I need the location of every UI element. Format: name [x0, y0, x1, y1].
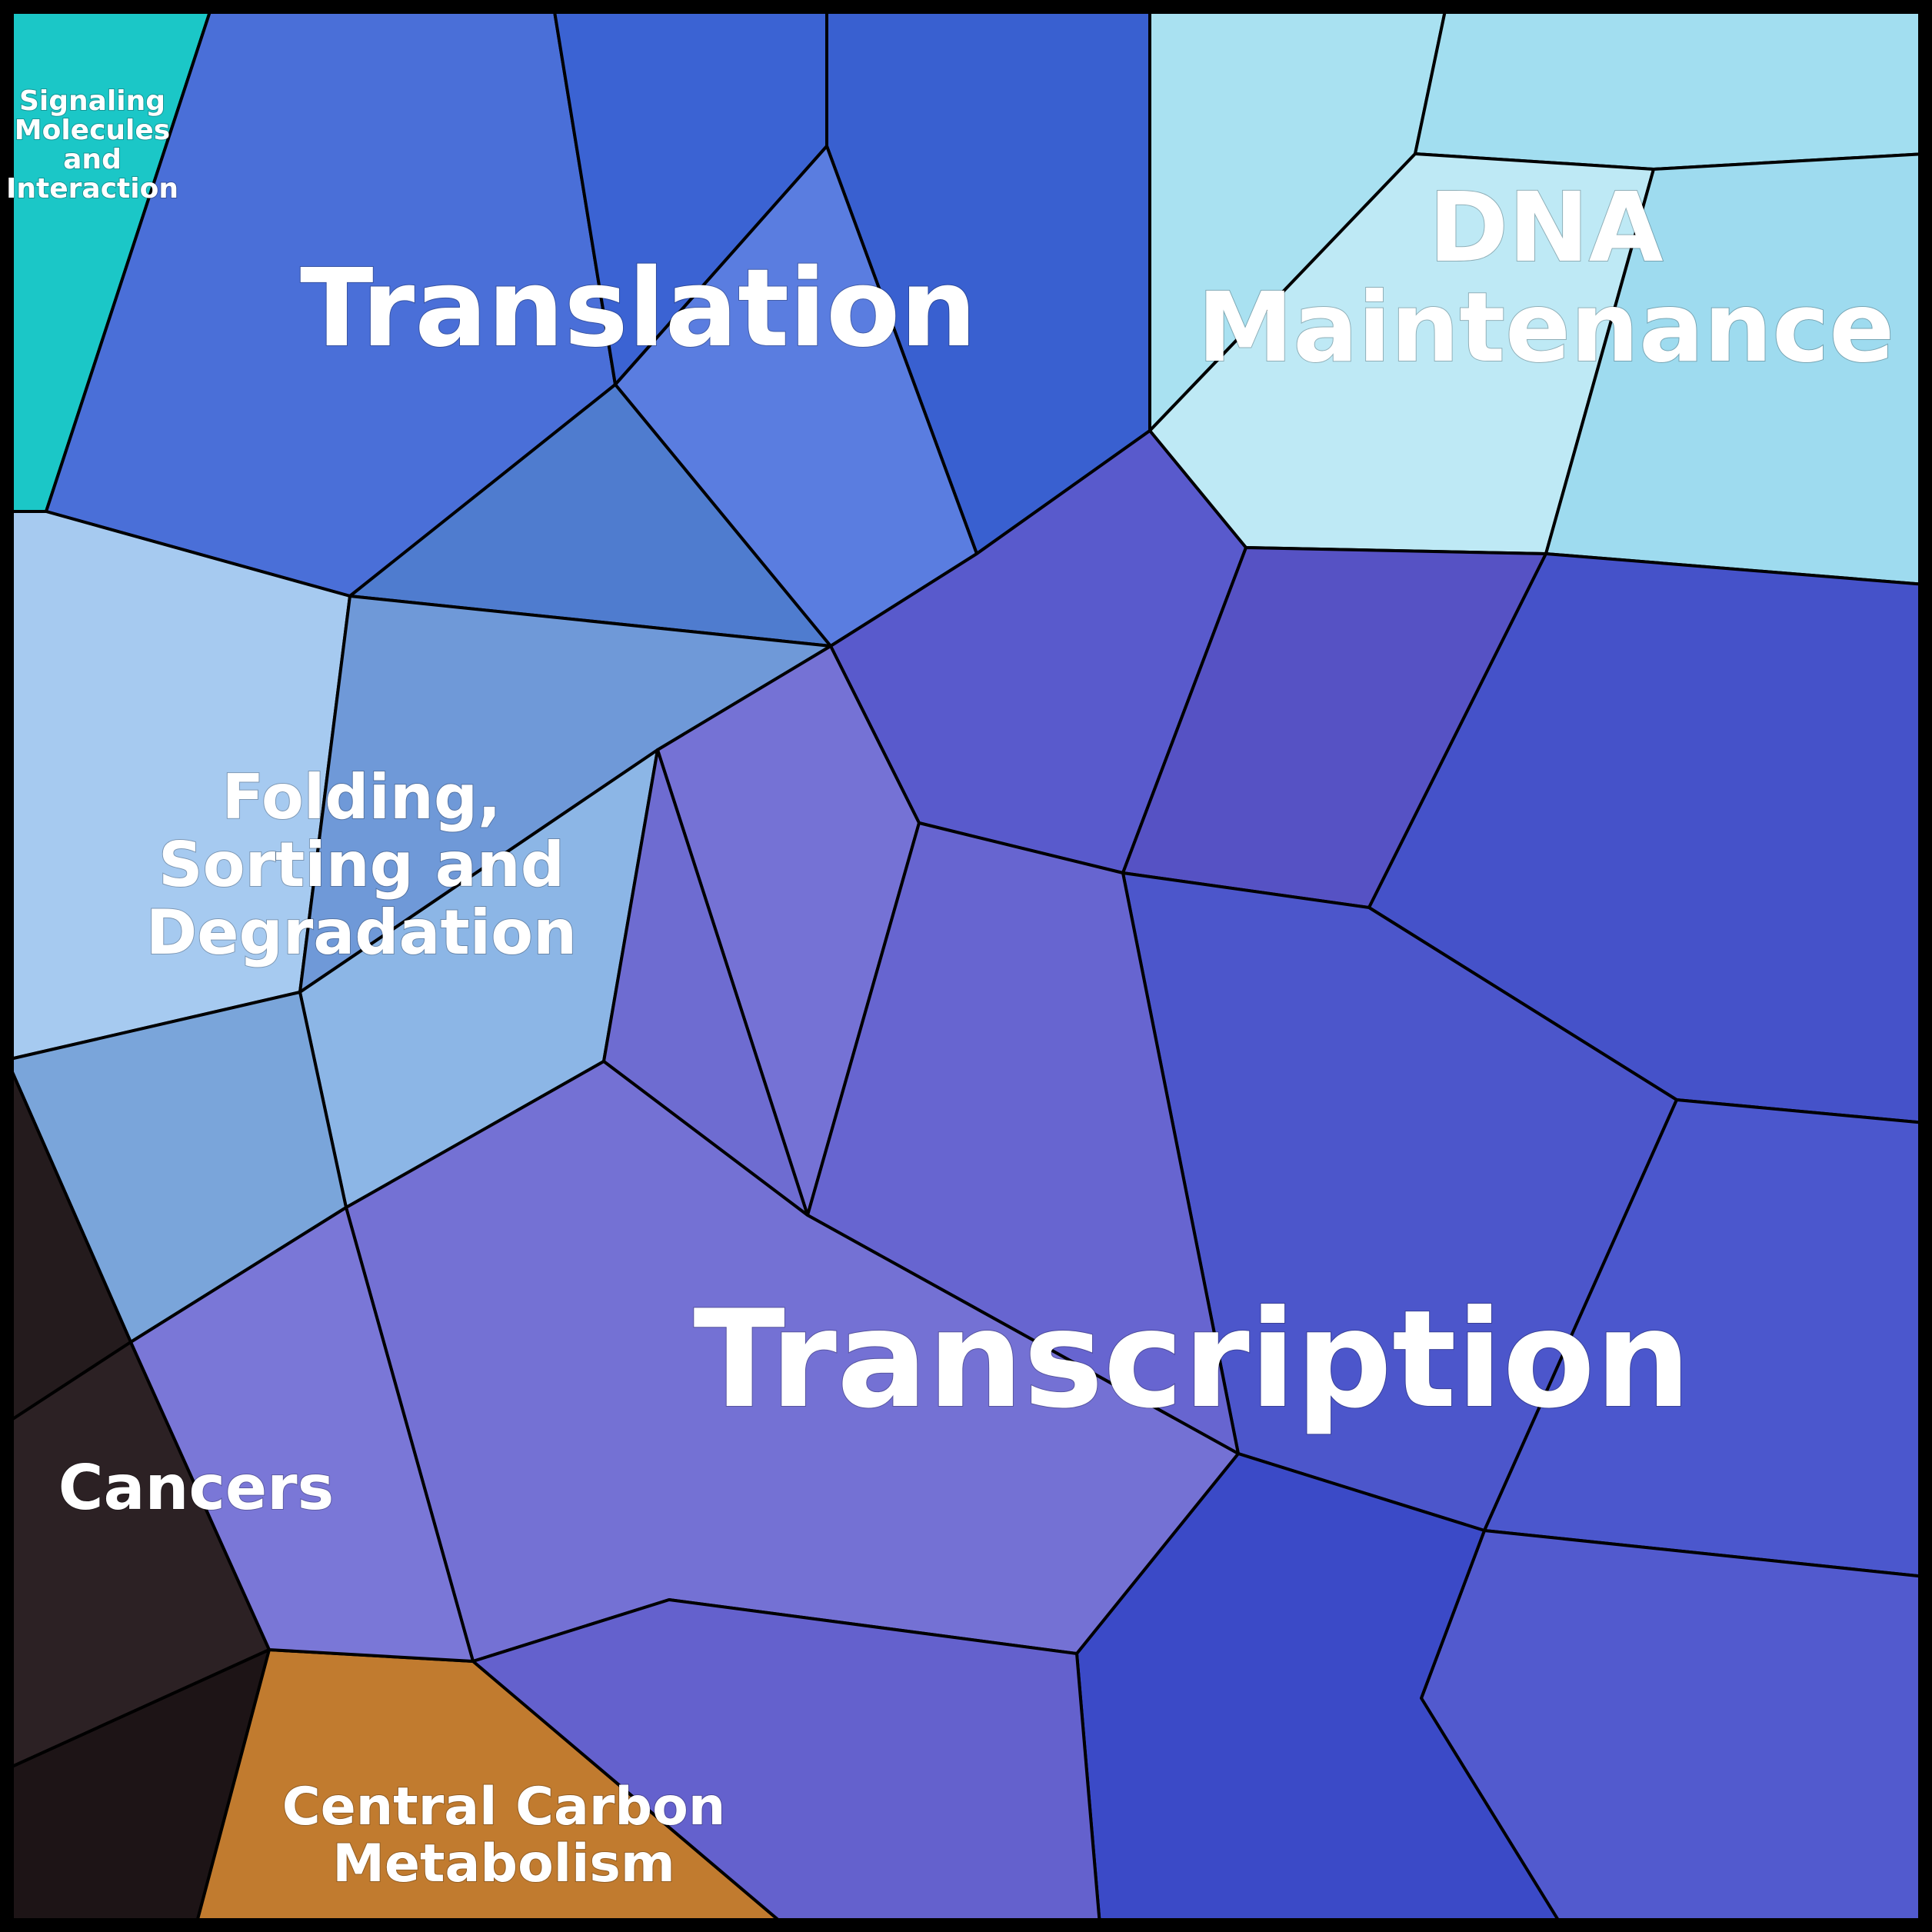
- label-cancers: Cancers: [58, 1452, 334, 1524]
- label-signaling: SignalingMoleculesandInteraction: [6, 85, 178, 205]
- label-transcription: Transcription: [693, 1282, 1690, 1438]
- cell: [1415, 7, 1925, 169]
- label-carbon: Central CarbonMetabolism: [282, 1777, 725, 1894]
- voronoi-treemap: SignalingMoleculesandInteraction Translat…: [0, 0, 1932, 1932]
- label-translation: Translation: [300, 246, 977, 371]
